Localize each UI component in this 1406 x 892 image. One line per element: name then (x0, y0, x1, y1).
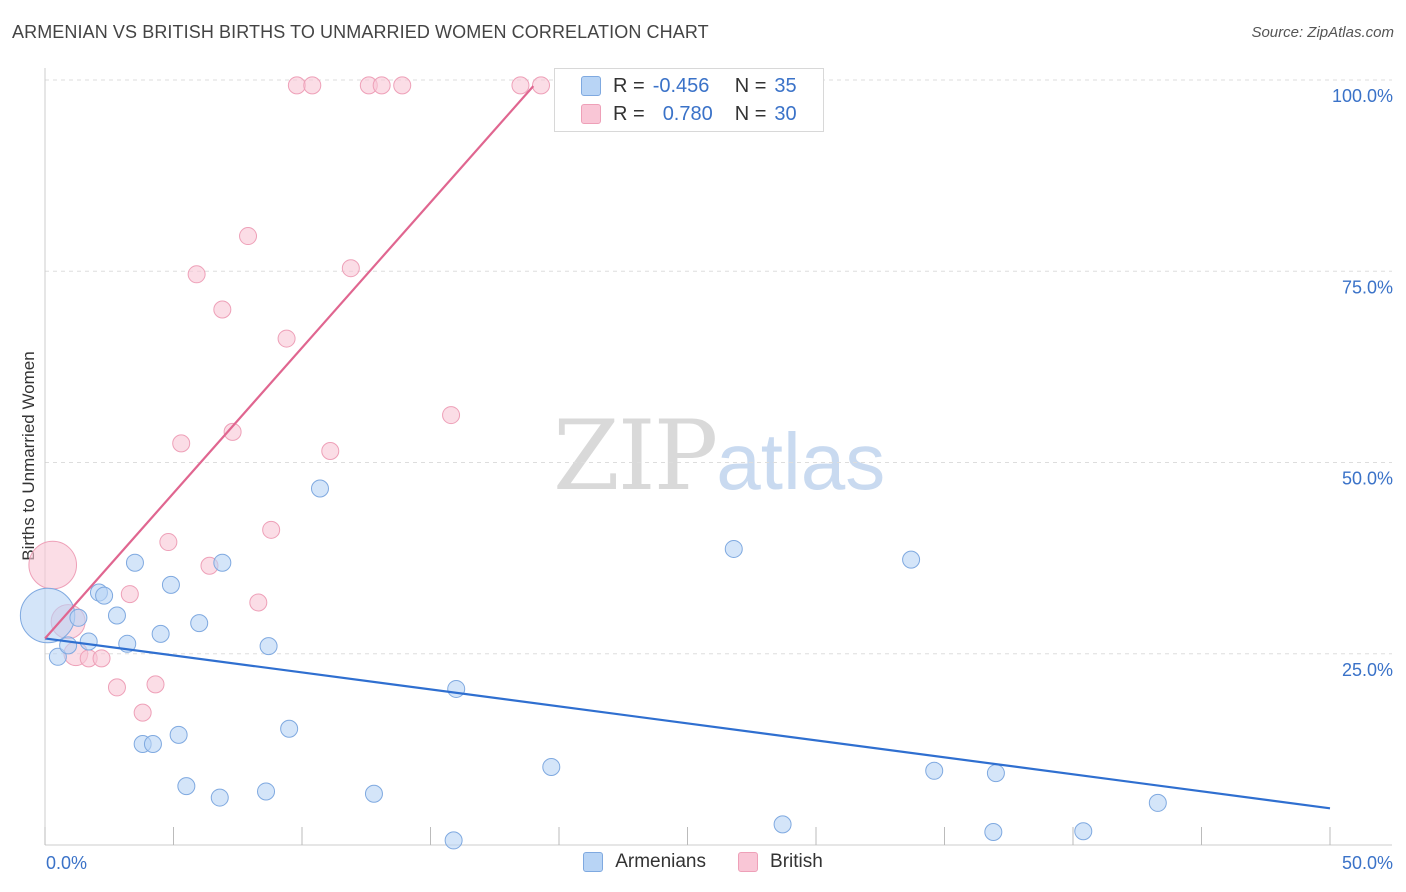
armenians-point (48, 647, 67, 666)
british-point (249, 593, 268, 612)
y-tick-label: 75.0% (1342, 277, 1393, 297)
british-point (239, 227, 258, 246)
british-point (187, 265, 206, 284)
armenians-point (161, 575, 180, 594)
armenians-point (986, 764, 1005, 783)
armenians-point (364, 784, 383, 803)
armenians-point (280, 719, 299, 738)
armenians-point (444, 831, 463, 850)
x-tick-label: 50.0% (1342, 853, 1393, 873)
british-point (172, 434, 191, 453)
armenians-point (310, 479, 329, 498)
armenians-point (447, 679, 466, 698)
armenians-point (257, 782, 276, 801)
watermark-atlas: atlas (716, 417, 886, 506)
british-point (321, 442, 340, 461)
armenians-point (151, 624, 170, 643)
chart-title: ARMENIAN VS BRITISH BIRTHS TO UNMARRIED … (12, 22, 709, 42)
r-label: R = (613, 102, 645, 125)
british-point (277, 329, 296, 348)
armenians-point (259, 637, 278, 656)
armenians-point (902, 550, 921, 569)
armenians-trend-line (44, 637, 1331, 810)
r-value: -0.456 (652, 74, 710, 97)
armenians-point (143, 735, 162, 754)
legend-item-armenians[interactable]: Armenians (583, 851, 706, 873)
watermark: ZIPatlas (553, 400, 885, 512)
n-value: 35 (774, 74, 797, 97)
british-point (393, 76, 412, 95)
stats-legend-row-armenians: R = -0.456 N = 35 (581, 73, 797, 99)
armenians-point (190, 614, 209, 633)
armenians-point (1074, 822, 1093, 841)
armenians-point (925, 761, 944, 780)
legend-label-armenians: Armenians (615, 851, 707, 872)
n-label: N = (734, 102, 767, 125)
armenians-legend-swatch (583, 852, 604, 872)
armenians-point (724, 539, 743, 558)
british-point (287, 76, 306, 95)
armenians-point (79, 632, 98, 651)
source-credit: Source: ZipAtlas.com (1251, 24, 1394, 41)
british-point (511, 76, 530, 95)
british-point (133, 703, 152, 722)
armenians-point (213, 553, 232, 572)
legend-item-british[interactable]: British (738, 851, 823, 873)
armenians-point (107, 606, 126, 625)
legend-label-british: British (770, 851, 823, 872)
y-tick-label: 25.0% (1342, 660, 1393, 680)
armenians-point (177, 777, 196, 796)
series-legend: Armenians British (0, 851, 1406, 873)
watermark-zip: ZIP (553, 400, 718, 512)
armenians-point (542, 757, 561, 776)
armenians-point (169, 725, 188, 744)
armenians-point (1148, 793, 1167, 812)
british-point (303, 76, 322, 95)
n-value: 30 (774, 102, 797, 125)
british-point (159, 533, 178, 552)
armenians-point (95, 586, 114, 605)
y-tick-label: 100.0% (1332, 86, 1393, 106)
british-point (442, 406, 461, 425)
armenians-point (773, 815, 792, 834)
stats-legend-row-british: R = 0.780 N = 30 (581, 101, 797, 127)
armenians-point (984, 822, 1003, 841)
r-value: 0.780 (662, 102, 713, 125)
y-tick-label: 50.0% (1342, 469, 1393, 489)
armenians-point (210, 788, 229, 807)
british-point (532, 76, 551, 95)
british-point (146, 675, 165, 694)
armenians-swatch (581, 76, 601, 96)
british-point (107, 678, 126, 697)
x-tick-label: 0.0% (46, 853, 87, 873)
british-point (213, 300, 232, 319)
british-swatch (581, 104, 601, 124)
r-label: R = (613, 74, 645, 97)
stats-legend: R = -0.456 N = 35 R = 0.780 N = 30 (554, 68, 824, 132)
british-legend-swatch (738, 852, 759, 872)
british-point (92, 649, 111, 668)
armenians-point (69, 608, 88, 627)
armenians-point (125, 553, 144, 572)
british-point (262, 520, 281, 539)
british-point (341, 259, 360, 278)
n-label: N = (734, 74, 767, 97)
british-trend-line (44, 85, 535, 640)
british-point (120, 585, 139, 604)
armenians-point (59, 636, 78, 655)
british-point (372, 76, 391, 95)
british-point (223, 422, 242, 441)
british-point (28, 540, 78, 590)
